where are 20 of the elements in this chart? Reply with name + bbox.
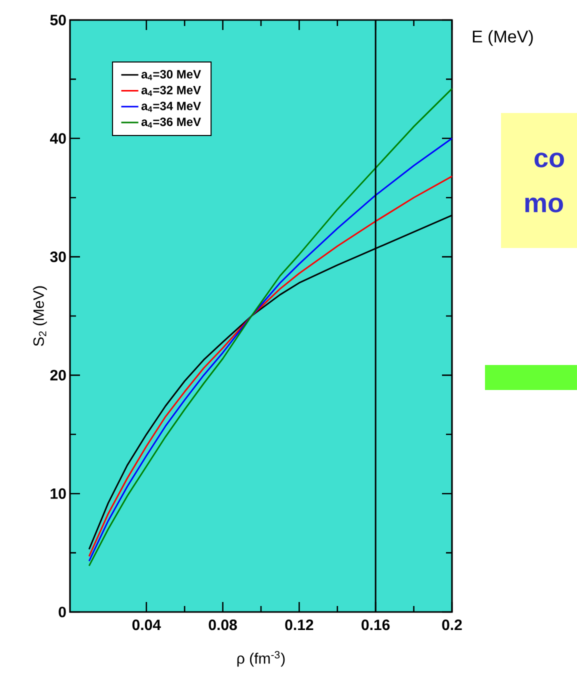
legend-label: a$_{4}$=32 MeV [141,86,201,96]
x-tick-label: 0.16 [362,620,390,630]
y-tick-label: 50 [50,14,66,26]
text: E (MeV) [472,30,533,46]
y-axis-title: S$_{2}$ (MeV) [32,286,47,346]
x-tick-label: 0.12 [285,620,314,630]
legend-label: a$_{4}$=36 MeV [141,118,201,128]
text: mo [525,198,563,212]
y-tick-label: 10 [50,488,66,499]
x-tick-label: 0.2 [442,620,462,630]
y-tick-label: 0 [58,606,66,618]
y-tick-label: 20 [50,370,66,381]
x-tick-label: 0.04 [132,620,161,630]
legend-label: a$_{4}$=34 MeV [141,102,201,112]
y-tick-label: 40 [50,133,66,144]
x-axis-title: ρ (fm$^{-3}$) [237,651,285,667]
text: co [534,152,564,168]
y-tick-label: 30 [50,251,66,262]
x-tick-label: 0.08 [208,620,237,630]
legend-label: a$_{4}$=30 MeV [141,70,201,80]
